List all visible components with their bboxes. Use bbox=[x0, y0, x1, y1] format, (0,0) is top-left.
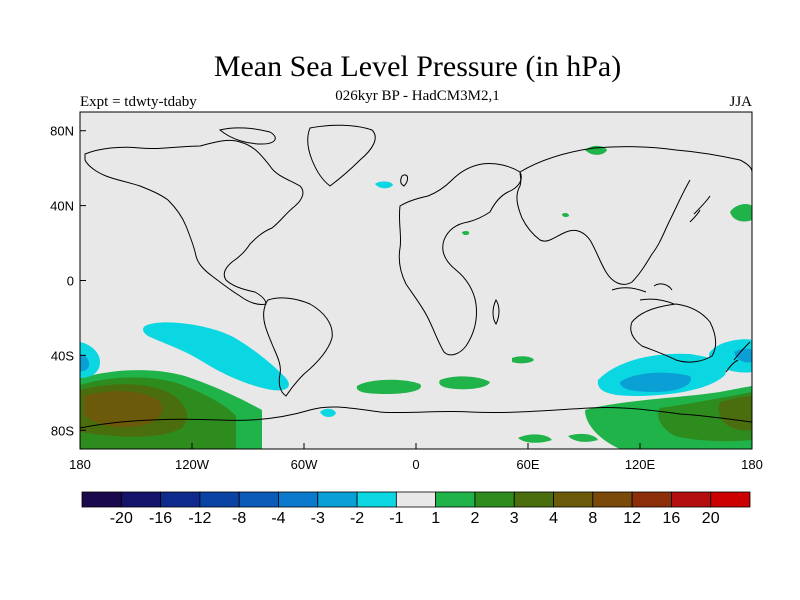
negative-anomaly-new-zealand-inner bbox=[734, 348, 752, 363]
x-tick-label: 180 bbox=[741, 457, 763, 472]
positive-anomaly-antarctic-1 bbox=[518, 434, 552, 443]
colorbar-label: -20 bbox=[110, 510, 133, 527]
negative-anomaly-south-pacific bbox=[143, 322, 289, 391]
colorbar-label: -12 bbox=[188, 510, 211, 527]
arctic-islands-coast bbox=[218, 127, 276, 145]
australia-coast bbox=[630, 303, 717, 363]
season-label: JJA bbox=[729, 94, 752, 110]
europe-africa-coast bbox=[398, 163, 522, 356]
colorbar-label: 12 bbox=[623, 510, 641, 527]
positive-anomaly-south-pacific-8 bbox=[84, 391, 163, 428]
colorbar-swatch bbox=[553, 491, 594, 508]
colorbar-swatch bbox=[160, 491, 201, 508]
colorbar-label: 2 bbox=[470, 510, 479, 527]
map-subtitle: 026kyr BP - HadCM3M2,1 bbox=[335, 88, 500, 104]
x-tick-label: 120E bbox=[625, 457, 656, 472]
colorbar-swatch bbox=[238, 491, 279, 508]
uk-coast bbox=[400, 174, 409, 187]
x-tick-label: 0 bbox=[412, 457, 419, 472]
north-america-coast bbox=[84, 139, 304, 305]
colorbar-swatch bbox=[120, 491, 161, 508]
experiment-label: Expt = tdwty-tdaby bbox=[80, 94, 197, 110]
colorbar-label: 3 bbox=[510, 510, 519, 527]
x-tick-label: 120W bbox=[175, 457, 210, 472]
colorbar-swatch bbox=[435, 491, 476, 508]
colorbar-label: 16 bbox=[663, 510, 681, 527]
colorbar-label: 1 bbox=[431, 510, 440, 527]
positive-anomaly-indian-midlat bbox=[512, 356, 534, 364]
colorbar-swatch bbox=[278, 491, 319, 508]
y-tick-label: 40N bbox=[50, 199, 74, 214]
colorbar-swatch bbox=[356, 491, 397, 508]
coastlines bbox=[80, 124, 752, 429]
negative-anomaly-southwest-pacific-inner bbox=[80, 354, 90, 372]
colorbar-label: 8 bbox=[588, 510, 597, 527]
japan-coast bbox=[689, 195, 711, 223]
colorbar-label: 4 bbox=[549, 510, 558, 527]
y-tick-label: 40S bbox=[51, 348, 74, 363]
colorbar-label: -8 bbox=[232, 510, 246, 527]
colorbar-label: -3 bbox=[311, 510, 325, 527]
greenland-coast bbox=[307, 124, 376, 187]
anomaly-fields bbox=[80, 145, 752, 449]
madagascar-coast bbox=[492, 299, 500, 325]
colorbar-label: 20 bbox=[702, 510, 720, 527]
colorbar-swatch bbox=[671, 491, 712, 508]
y-tick-label: 0 bbox=[67, 274, 74, 289]
colorbar-swatch bbox=[395, 491, 437, 508]
positive-anomaly-south-indian bbox=[439, 376, 490, 390]
x-tick-label: 180 bbox=[69, 457, 91, 472]
colorbar-swatch bbox=[317, 491, 358, 508]
antarctica-coast bbox=[80, 406, 752, 429]
colorbar-swatch bbox=[710, 491, 751, 508]
indonesia-coast bbox=[611, 283, 675, 305]
positive-anomaly-antarctic-2 bbox=[568, 433, 598, 442]
positive-anomaly-caspian bbox=[462, 230, 470, 236]
positive-anomaly-sahara bbox=[562, 212, 569, 218]
new-zealand-coast bbox=[725, 341, 751, 373]
positive-anomaly-southern-ocean-east-4 bbox=[718, 396, 752, 431]
colorbar-swatch bbox=[81, 491, 122, 508]
colorbar-label: -1 bbox=[389, 510, 403, 527]
colorbar-swatch bbox=[631, 491, 672, 508]
colorbar-label: -2 bbox=[350, 510, 364, 527]
negative-anomaly-south-indian-blue bbox=[620, 372, 691, 392]
colorbar: -20 -16 -12 -8 -4 -3 -2 -1 1 2 3 4 8 12 16 20 bbox=[81, 491, 751, 527]
south-america-coast bbox=[263, 297, 333, 397]
negative-anomaly-new-zealand bbox=[709, 339, 752, 373]
positive-anomaly-north-pacific bbox=[730, 204, 752, 222]
x-axis-ticks: 180 120W 60W 0 60E 120E 180 bbox=[69, 443, 763, 472]
colorbar-swatch bbox=[474, 491, 515, 508]
negative-anomaly-south-atlantic-small bbox=[320, 408, 336, 417]
x-tick-label: 60W bbox=[291, 457, 318, 472]
positive-anomaly-south-atlantic bbox=[356, 379, 421, 394]
map-title: Mean Sea Level Pressure (in hPa) bbox=[213, 50, 622, 83]
colorbar-label: -4 bbox=[271, 510, 285, 527]
colorbar-swatch bbox=[513, 491, 554, 508]
colorbar-swatch bbox=[592, 491, 633, 508]
y-axis-ticks: 80N 40N 0 40S 80S bbox=[50, 124, 86, 438]
colorbar-swatch bbox=[199, 491, 240, 508]
negative-anomaly-north-atlantic bbox=[375, 181, 393, 189]
y-tick-label: 80S bbox=[51, 423, 74, 438]
colorbar-label: -16 bbox=[149, 510, 172, 527]
y-tick-label: 80N bbox=[50, 124, 74, 139]
x-tick-label: 60E bbox=[516, 457, 539, 472]
asia-coast bbox=[516, 146, 752, 285]
